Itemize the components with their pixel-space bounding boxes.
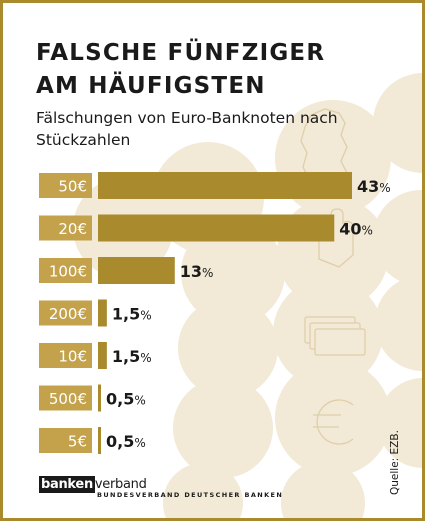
- value-label: 13%: [180, 262, 214, 281]
- deco-circle: [181, 221, 285, 325]
- value-label: 0,5%: [106, 390, 146, 409]
- value-unit: %: [362, 224, 373, 238]
- value-label: 40%: [339, 220, 373, 239]
- bar: [98, 214, 335, 242]
- chart-title: FALSCHE FÜNFZIGER AM HÄUFIGSTEN: [36, 37, 325, 103]
- bar: [98, 427, 101, 454]
- category-label-box: [39, 258, 92, 283]
- value-unit: %: [140, 309, 151, 323]
- bar-chart: 50€ 43% 20€ 40% 100€ 13% 200€ 1,5% 10€ 1,5% 500€ 0,…: [39, 172, 391, 454]
- euro-sign-icon: [313, 399, 354, 445]
- category-label: 500€: [49, 390, 87, 408]
- value-unit: %: [202, 266, 213, 280]
- category-label: 100€: [49, 263, 87, 281]
- deco-circle: [375, 275, 422, 371]
- chart-title-line: FALSCHE FÜNFZIGER: [36, 40, 326, 66]
- deco-circle: [378, 378, 422, 468]
- source-note: Quelle: EZB.: [389, 430, 401, 495]
- deco-circle: [178, 298, 278, 398]
- value-label: 1,5%: [112, 305, 152, 324]
- chart-title-line: AM HÄUFIGSTEN: [36, 73, 266, 99]
- category-label-box: [39, 215, 92, 241]
- chart-subtitle: Fälschungen von Euro-Banknoten nach Stüc…: [36, 109, 338, 149]
- category-label: 200€: [49, 305, 87, 323]
- value-label: 43%: [357, 177, 391, 196]
- value-unit: %: [134, 394, 145, 408]
- value-unit: %: [379, 181, 390, 195]
- bar: [98, 342, 107, 369]
- category-label-box: [39, 385, 92, 411]
- category-label-box: [39, 343, 92, 368]
- deco-circle: [163, 463, 243, 518]
- category-label: 50€: [58, 178, 87, 196]
- deco-circle: [173, 378, 273, 478]
- value-unit: %: [140, 351, 151, 365]
- category-label-box: [39, 173, 92, 198]
- value-unit: %: [134, 436, 145, 450]
- banknotes-icon: [304, 316, 366, 356]
- bar: [98, 257, 175, 284]
- logo-tagline: BUNDESVERBAND DEUTSCHER BANKEN: [97, 491, 284, 499]
- deco-circle: [373, 190, 422, 286]
- deco-circle: [275, 360, 391, 476]
- category-label: 5€: [68, 433, 87, 451]
- value-label: 1,5%: [112, 347, 152, 366]
- category-label: 20€: [58, 220, 87, 238]
- logo-wordmark-light: verband: [94, 477, 147, 492]
- bankenverband-logo: banken verband BUNDESVERBAND DEUTSCHER BA…: [39, 473, 282, 499]
- bar: [98, 299, 107, 327]
- category-label: 10€: [58, 348, 87, 366]
- bar: [98, 172, 352, 199]
- category-label-box: [39, 300, 92, 326]
- category-label-box: [39, 428, 92, 453]
- logo-wordmark-bold: banken: [39, 476, 95, 493]
- deco-circle: [281, 461, 365, 518]
- deco-circle: [373, 73, 422, 173]
- value-label: 0,5%: [106, 432, 146, 451]
- bar: [98, 384, 101, 412]
